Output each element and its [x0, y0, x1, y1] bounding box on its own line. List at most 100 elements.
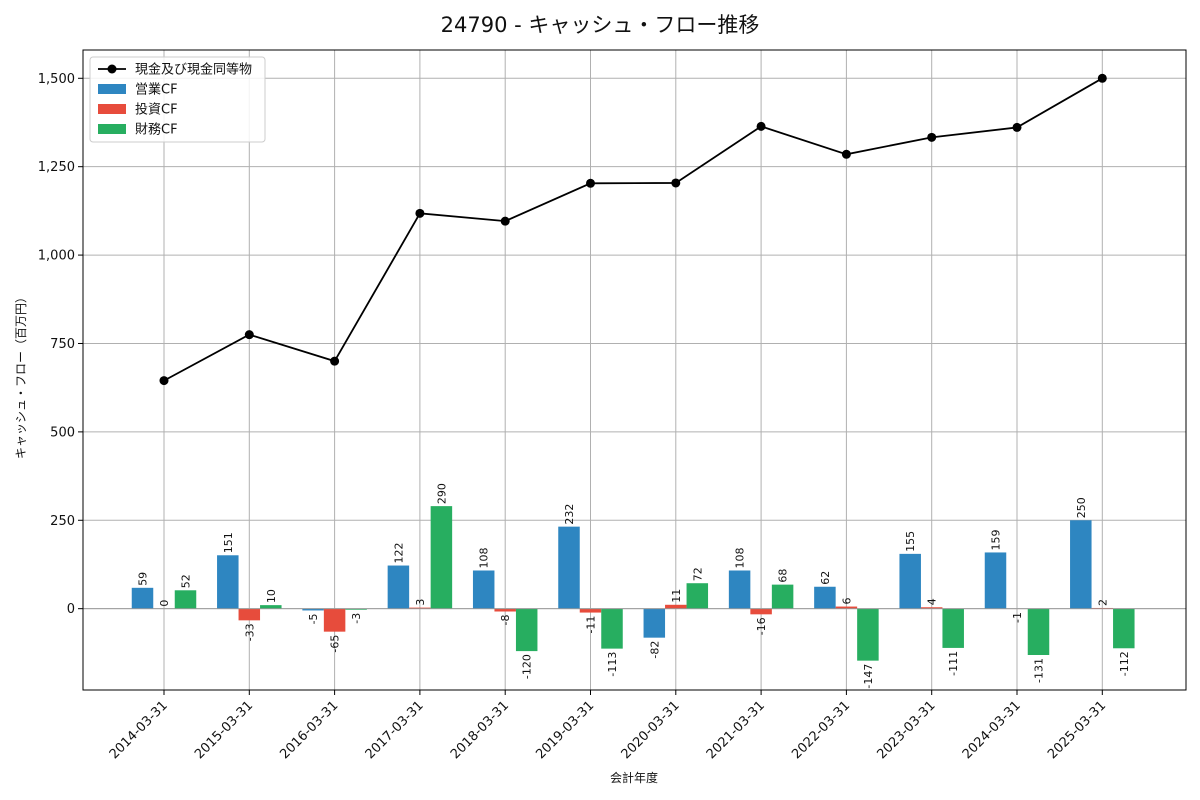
bar: [899, 553, 921, 609]
bar-value-label: -16: [755, 617, 768, 635]
bar: [601, 608, 623, 649]
bar: [665, 604, 687, 609]
bar: [920, 607, 943, 609]
plot-area: 0 250 500 750 1,000 1,250 1,500 2014-03-31 2015-…: [38, 49, 1187, 762]
legend-label: 現金及び現金同等物: [135, 62, 252, 78]
cash-point: [500, 216, 510, 226]
y-tick-label: 0: [67, 602, 75, 617]
bar: [1113, 608, 1135, 649]
y-tick-label: 1,500: [38, 72, 75, 87]
bar-value-label: 62: [819, 571, 832, 585]
x-tick-label: 2020-03-31: [619, 698, 683, 762]
cash-point: [1012, 122, 1022, 132]
legend-bar-swatch: [98, 124, 126, 134]
bar-value-label: 108: [734, 547, 747, 568]
bar-value-label: -3: [350, 613, 363, 624]
bar-value-label: -112: [1118, 651, 1131, 676]
cash-point: [756, 121, 766, 131]
x-tick-label: 2019-03-31: [533, 698, 597, 762]
bar-value-label: 4: [926, 598, 939, 605]
bar-value-label: 59: [137, 572, 150, 586]
legend-label: 投資CF: [135, 102, 178, 118]
x-tick-label: 2018-03-31: [448, 698, 512, 762]
bar: [302, 608, 324, 611]
bar-value-label: 10: [265, 589, 278, 603]
cash-point: [586, 178, 595, 188]
y-tick-label: 750: [50, 337, 75, 352]
bar-value-label: -131: [1033, 658, 1046, 683]
bar-value-label: 52: [180, 574, 193, 588]
bar-value-label: -120: [521, 654, 534, 679]
bar: [345, 608, 367, 610]
bar: [409, 607, 431, 609]
bar: [814, 586, 836, 609]
bar: [728, 570, 751, 609]
x-tick-label: 2014-03-31: [107, 698, 171, 762]
bar-value-label: 108: [478, 547, 491, 568]
y-tick-label: 1,000: [38, 249, 75, 264]
bar-value-label: 6: [840, 598, 853, 605]
legend-bar-swatch: [98, 104, 126, 114]
cash-line: [163, 77, 1103, 382]
bar: [558, 526, 580, 609]
bar: [472, 570, 495, 609]
bar-value-label: 3: [414, 599, 427, 606]
bar-value-label: -33: [243, 623, 256, 641]
cash-point: [927, 132, 937, 142]
bar-value-label: 0: [158, 600, 171, 607]
bar: [430, 506, 453, 609]
bar-value-label: -82: [648, 641, 661, 659]
bar: [323, 608, 346, 632]
x-tick-label: 2025-03-31: [1045, 698, 1109, 762]
bar-value-label: 68: [777, 569, 790, 583]
bar: [835, 606, 858, 609]
cash-point: [330, 356, 340, 366]
y-tick-label: 500: [50, 425, 75, 440]
x-tick-label: 2024-03-31: [960, 698, 1024, 762]
plot-frame: [82, 49, 1187, 691]
legend-label: 営業CF: [135, 82, 178, 98]
x-tick-label: 2016-03-31: [277, 698, 341, 762]
legend-bar-swatch: [98, 84, 126, 94]
x-tick-label: 2022-03-31: [789, 698, 853, 762]
x-axis-label: 会計年度: [610, 770, 658, 785]
cash-point: [415, 208, 425, 218]
y-tick-label: 250: [50, 514, 75, 529]
bar: [771, 584, 794, 609]
bar-value-label: 250: [1075, 497, 1088, 518]
bar-value-label: -113: [606, 652, 619, 677]
bar: [238, 608, 261, 621]
bar: [387, 565, 410, 609]
x-tick-label: 2017-03-31: [363, 698, 427, 762]
bar-value-label: 232: [563, 504, 576, 525]
legend-label: 財務CF: [135, 123, 178, 138]
bar: [515, 608, 538, 652]
cash-point: [671, 178, 681, 188]
bar-value-label: 155: [904, 531, 917, 552]
bar: [174, 590, 197, 609]
cash-point: [841, 149, 851, 159]
bar: [217, 555, 239, 609]
bar-value-label: -65: [329, 635, 342, 653]
bar-value-label: 122: [392, 543, 405, 564]
bar: [686, 583, 709, 609]
x-tick-label: 2021-03-31: [704, 698, 768, 762]
y-tick-label: 1,250: [38, 160, 75, 175]
x-tick-label: 2015-03-31: [192, 698, 256, 762]
legend-marker: [107, 64, 117, 74]
bar: [579, 608, 602, 613]
bar-value-label: -8: [499, 615, 512, 626]
cash-point: [244, 330, 254, 340]
bar-value-label: 72: [691, 567, 704, 581]
bar-value-label: 151: [222, 532, 235, 553]
bar-value-label: -147: [862, 664, 875, 689]
bar: [1070, 520, 1092, 609]
bar: [131, 587, 154, 609]
bar: [1027, 608, 1050, 655]
chart-title: 24790 - キャッシュ・フロー推移: [441, 13, 760, 37]
bar: [942, 608, 964, 648]
x-tick-label: 2023-03-31: [874, 698, 938, 762]
